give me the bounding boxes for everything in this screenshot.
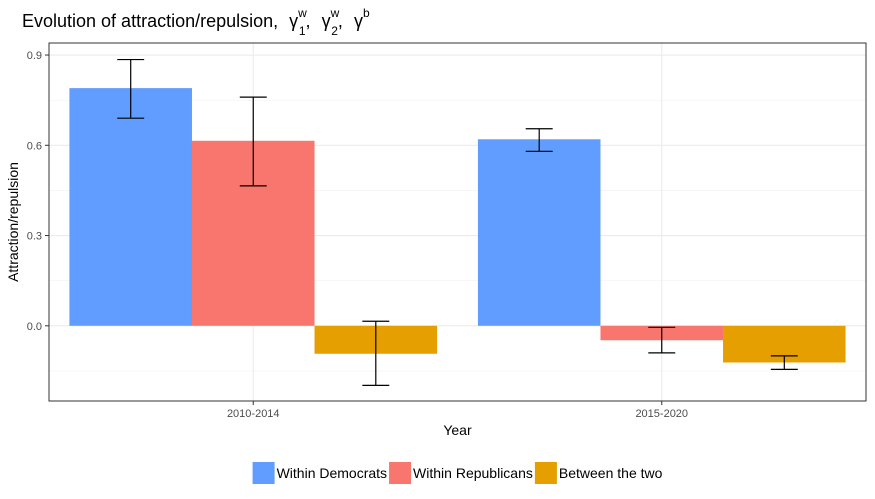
plot-border	[48, 42, 867, 402]
legend-label: Between the two	[559, 465, 663, 481]
title-symbol-2: γ	[322, 11, 331, 31]
title-symbol-3-sup: b	[363, 6, 370, 20]
title-symbol-1-sup: w	[297, 6, 307, 20]
title-symbol-2-sup: w	[330, 6, 340, 20]
chart-title: Evolution of attraction/repulsion, γw 1, …	[22, 6, 370, 38]
y-tick-label: 0.0	[27, 321, 42, 333]
title-symbol-2-sub: 2	[331, 24, 338, 38]
y-tick-label: 0.3	[27, 231, 42, 243]
y-axis-title: Attraction/repulsion	[5, 162, 21, 282]
bar	[69, 88, 192, 326]
y-tick-label: 0.6	[27, 140, 42, 152]
title-symbol-3: γ	[354, 11, 363, 31]
legend-key	[534, 462, 557, 484]
x-axis: 2010-2014 2015-2020	[227, 401, 688, 420]
legend-key	[389, 462, 412, 484]
legend-key	[252, 462, 275, 484]
x-tick-label: 2015-2020	[635, 408, 688, 420]
legend-label: Within Democrats	[277, 465, 387, 481]
y-axis: 0.0 0.3 0.6 0.9	[27, 50, 49, 333]
legend: Within Democrats Within Republicans Betwee…	[252, 462, 663, 484]
error-bars	[117, 58, 798, 386]
title-symbol-1: γ	[289, 11, 298, 31]
title-sep-1: ,	[306, 11, 311, 31]
y-tick-label: 0.9	[27, 50, 42, 62]
x-tick-label: 2010-2014	[227, 408, 280, 420]
x-axis-title: Year	[443, 422, 472, 438]
title-symbol-1-sub: 1	[299, 24, 306, 38]
legend-label: Within Republicans	[413, 465, 533, 481]
bar	[477, 139, 601, 326]
title-text: Evolution of attraction/repulsion,	[22, 11, 278, 31]
title-sep-2: ,	[338, 11, 343, 31]
